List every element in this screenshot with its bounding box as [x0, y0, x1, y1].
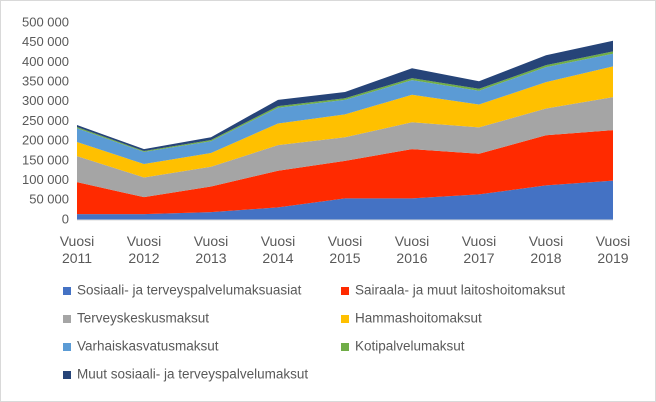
x-tick-label: Vuosi 2019	[595, 233, 631, 266]
y-tick-label: 0	[62, 211, 69, 226]
area	[77, 53, 613, 165]
legend-label: Hammashoitomaksut	[355, 311, 482, 326]
legend-swatch	[341, 287, 349, 295]
y-tick-label: 150 000	[22, 152, 69, 167]
y-tick-label: 250 000	[22, 113, 69, 128]
x-tick-label: Vuosi 2013	[193, 233, 229, 266]
x-tick-label: Vuosi 2017	[461, 233, 497, 266]
x-tick-label: Vuosi 2016	[394, 233, 430, 266]
x-tick-label: Vuosi 2011	[59, 233, 95, 266]
x-tick-label: Vuosi 2015	[327, 233, 363, 266]
area	[77, 66, 613, 178]
area	[77, 130, 613, 215]
y-tick-label: 500 000	[22, 14, 69, 29]
x-tick-label: Vuosi 2014	[260, 233, 296, 266]
area	[77, 40, 613, 152]
y-tick-label: 200 000	[22, 133, 69, 148]
legend-label: Muut sosiaali- ja terveyspalvelumaksut	[77, 367, 308, 382]
legend-swatch	[63, 315, 71, 323]
legend-swatch	[341, 315, 349, 323]
legend-label: Sairaala- ja muut laitoshoitomaksut	[355, 283, 565, 298]
legend-label: Kotipalvelumaksut	[355, 339, 465, 354]
y-tick-label: 50 000	[29, 192, 69, 207]
legend-swatch	[63, 343, 71, 351]
y-tick-label: 400 000	[22, 54, 69, 69]
legend-swatch	[341, 343, 349, 351]
x-tick-label: Vuosi 2018	[528, 233, 564, 266]
y-tick-label: 100 000	[22, 172, 69, 187]
legend-swatch	[63, 287, 71, 295]
legend-label: Terveyskeskusmaksut	[77, 311, 209, 326]
area	[77, 97, 613, 198]
legend-swatch	[63, 371, 71, 379]
area	[77, 180, 613, 220]
y-tick-label: 350 000	[22, 74, 69, 89]
legend-label: Sosiaali- ja terveyspalvelumaksuasiat	[77, 283, 302, 298]
x-tick-label: Vuosi 2012	[126, 233, 162, 266]
legend-label: Varhaiskasvatusmaksut	[77, 339, 219, 354]
y-tick-label: 450 000	[22, 34, 69, 49]
y-tick-label: 300 000	[22, 93, 69, 108]
